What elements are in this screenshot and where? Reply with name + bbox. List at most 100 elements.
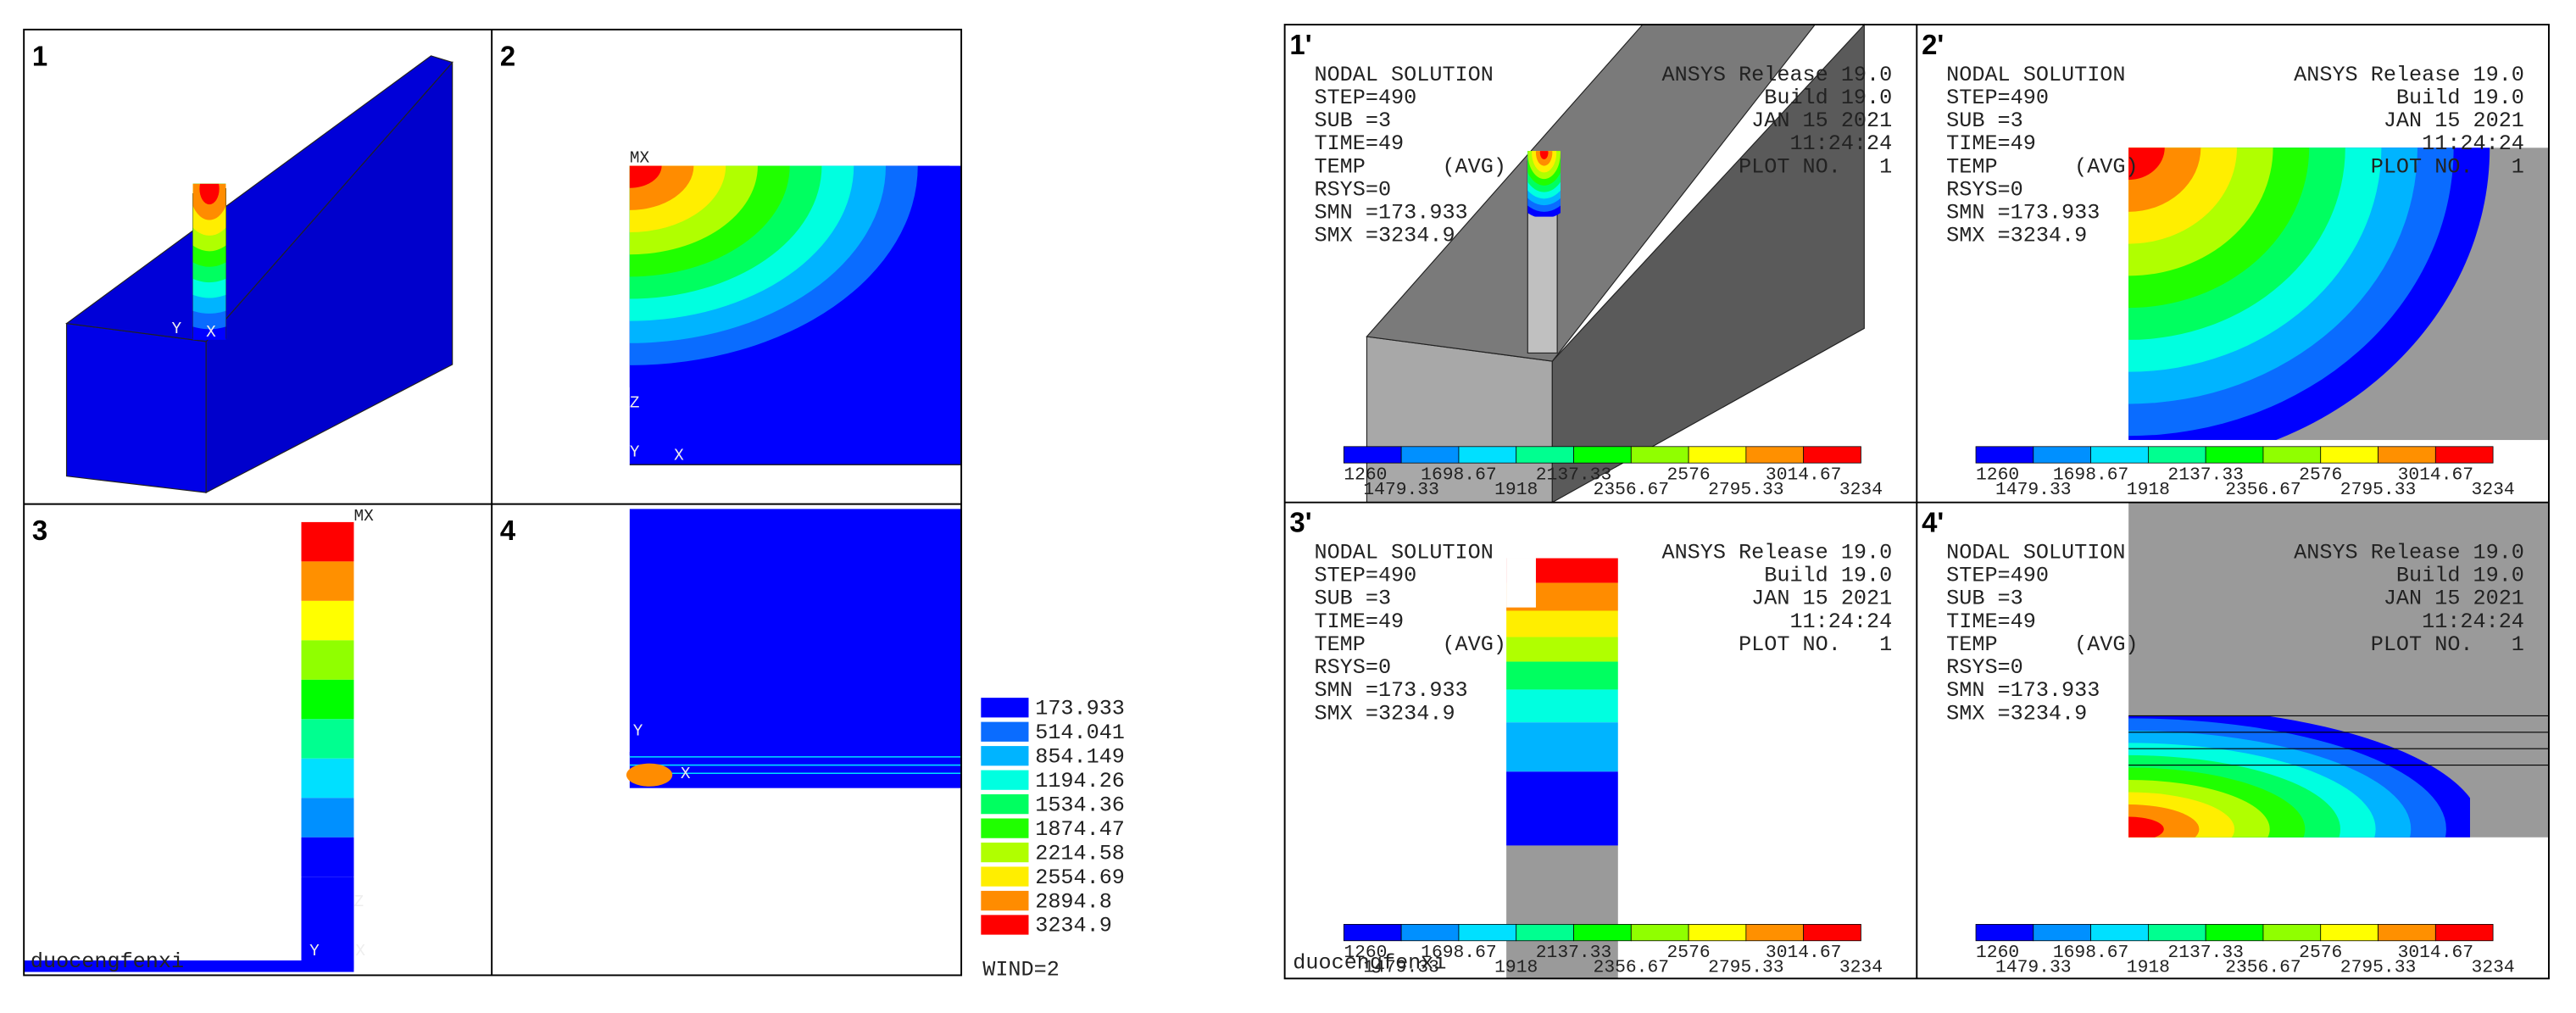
- axis-label: Z: [630, 393, 640, 412]
- legend-value: 2214.58: [1035, 841, 1125, 866]
- release-line: PLOT NO. 1: [1739, 632, 1892, 657]
- colorbar-label: 1698.67: [2053, 943, 2128, 963]
- colorbar-band: [1400, 924, 1460, 942]
- colorbar-band: [1630, 924, 1689, 942]
- colorbar-label: 3234: [2472, 958, 2515, 978]
- block-top: [65, 55, 453, 342]
- column-band: [301, 877, 354, 969]
- release-line: JAN 15 2021: [1751, 109, 1892, 133]
- colorbar-band: [2378, 446, 2436, 464]
- release-line: ANSYS Release 19.0: [2294, 63, 2524, 87]
- colorbar-label: 2576: [2299, 943, 2342, 963]
- info-line: NODAL SOLUTION: [1314, 541, 1493, 565]
- colorbar-label: 1260: [1344, 465, 1387, 486]
- column-band: [301, 719, 354, 759]
- info-line: NODAL SOLUTION: [1946, 541, 2125, 565]
- column-band: [301, 837, 354, 877]
- axis-label: X: [681, 765, 691, 783]
- info-line: SMX =3234.9: [1314, 224, 1455, 248]
- axis-label: X: [674, 446, 684, 465]
- info-line: TIME=49: [1314, 131, 1404, 156]
- colorbar-band: [1573, 924, 1632, 942]
- plate-contours: [2128, 715, 2470, 838]
- column-band: [301, 679, 354, 720]
- colorbar-label: 1918: [1494, 958, 1538, 978]
- plate: [629, 509, 962, 755]
- column-band: [1506, 637, 1618, 662]
- info-line: RSYS=0: [1314, 177, 1391, 202]
- axis-label: MX: [630, 149, 650, 168]
- axis-label: Y: [633, 722, 643, 741]
- colorbar-band: [1688, 446, 1747, 464]
- base-strip: [24, 960, 354, 972]
- colorbar-band: [1630, 446, 1689, 464]
- colorbar-label: 2356.67: [2225, 480, 2301, 500]
- colorbar-label: 1698.67: [1421, 465, 1496, 486]
- column-notch: [1506, 558, 1536, 608]
- info-line: TIME=49: [1314, 609, 1404, 634]
- info-line: RSYS=0: [1946, 177, 2023, 202]
- legend-swatch: [981, 794, 1029, 815]
- info-line: TIME=49: [1946, 131, 2036, 156]
- colorbar-band: [1975, 924, 2034, 942]
- info-line: TEMP (AVG): [1946, 632, 2138, 657]
- legend-value: 1874.47: [1035, 817, 1125, 842]
- colorbar-band: [1573, 446, 1632, 464]
- legend-swatch: [981, 698, 1029, 718]
- colorbar-label: 1260: [1976, 943, 2019, 963]
- colorbar-band: [2147, 446, 2206, 464]
- colorbar-band: [1803, 924, 1861, 942]
- colorbar-label: 2137.33: [2167, 465, 2243, 486]
- colorbar-label: 2137.33: [1536, 465, 1611, 486]
- release-line: ANSYS Release 19.0: [1662, 63, 1893, 87]
- release-line: Build 19.0: [1764, 86, 1892, 110]
- legend-swatch: [981, 721, 1029, 742]
- colorbar-label: 1918: [2127, 480, 2170, 500]
- info-line: STEP=490: [1946, 86, 2049, 110]
- colorbar-label: 2576: [1667, 943, 1711, 963]
- column-band: [1506, 661, 1618, 690]
- colorbar-label: 3234: [1839, 958, 1883, 978]
- legend-swatch: [981, 890, 1029, 911]
- info-line: RSYS=0: [1314, 655, 1391, 680]
- colorbar-label: 1918: [2127, 958, 2170, 978]
- release-line: 11:24:24: [1789, 609, 1892, 634]
- contour: [1539, 151, 1549, 159]
- colorbar-label: 3014.67: [2398, 943, 2473, 963]
- colorbar-band: [1458, 924, 1517, 942]
- info-line: TEMP (AVG): [1314, 632, 1505, 657]
- info-line: SMN =173.933: [1946, 201, 2100, 225]
- colorbar-label: 2137.33: [2167, 943, 2243, 963]
- legend-value: 2894.8: [1035, 889, 1112, 914]
- colorbar-label: 3014.67: [1766, 943, 1841, 963]
- info-line: STEP=490: [1314, 86, 1416, 110]
- axis-label: Y: [630, 442, 640, 461]
- colorbar-label: 1479.33: [1363, 958, 1438, 978]
- contour: [199, 183, 220, 205]
- column-band: [1506, 845, 1618, 979]
- colorbar-band: [2205, 446, 2264, 464]
- watermark: duocengfenxi: [31, 949, 184, 974]
- colorbar-band: [1343, 446, 1402, 464]
- axis-label: X: [206, 323, 216, 342]
- axis-label: Z: [353, 893, 364, 911]
- colorbar-band: [2033, 924, 2091, 942]
- colorbar-label: 1698.67: [2053, 465, 2128, 486]
- panel-label: 2: [500, 40, 515, 71]
- legend-value: 2554.69: [1035, 866, 1125, 890]
- plate-contours: [2128, 147, 2490, 441]
- colorbar-label: 1918: [1494, 480, 1538, 500]
- legend-value: 173.933: [1035, 697, 1125, 721]
- release-line: 11:24:24: [2422, 131, 2524, 156]
- hot-spot: [626, 763, 673, 787]
- plate-contours: [629, 165, 950, 388]
- info-line: SMN =173.933: [1314, 201, 1467, 225]
- colorbar-label: 3014.67: [1766, 465, 1841, 486]
- strip: [629, 752, 962, 788]
- colorbar-band: [2205, 924, 2264, 942]
- info-line: SMX =3234.9: [1314, 701, 1455, 726]
- colorbar-label: 2795.33: [1708, 958, 1783, 978]
- colorbar-label: 2356.67: [2225, 958, 2301, 978]
